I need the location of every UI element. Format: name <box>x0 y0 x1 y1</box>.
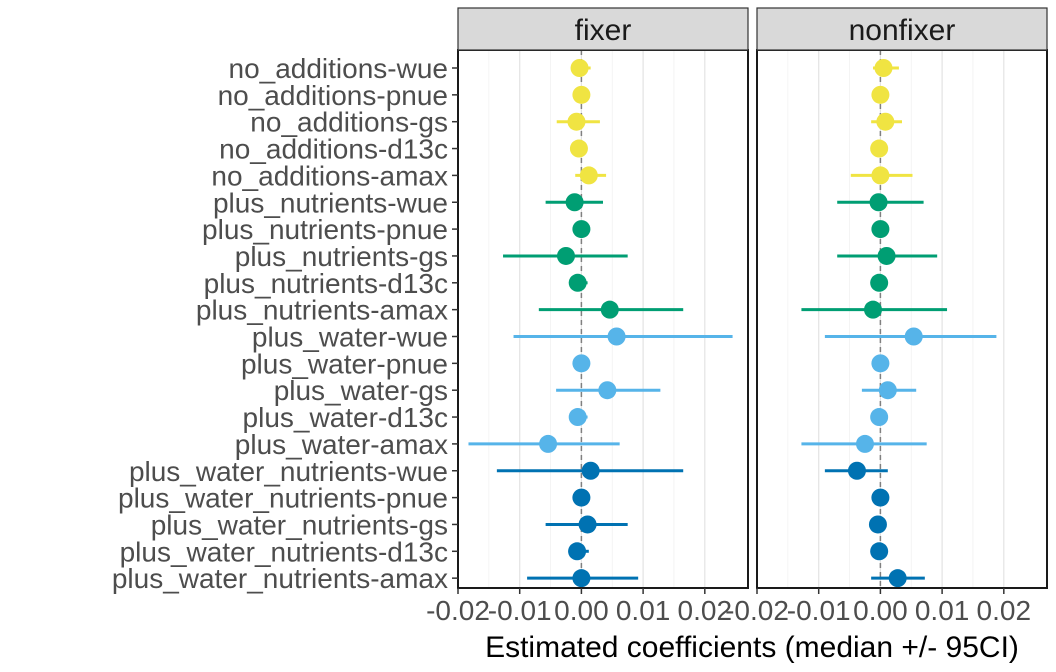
y-category-label: plus_nutrients-amax <box>196 295 448 326</box>
facet-strip-label: nonfixer <box>849 14 956 47</box>
median-point <box>876 112 895 131</box>
y-category-label: plus_water-d13c <box>243 402 448 433</box>
facet-strips: fixer nonfixer <box>457 7 1048 51</box>
y-category-label: plus_water-wue <box>252 322 448 353</box>
median-point <box>870 273 889 292</box>
median-point <box>871 220 890 239</box>
median-point <box>569 139 588 158</box>
median-point <box>864 300 882 319</box>
facet-strip <box>457 7 749 51</box>
median-point <box>871 166 890 185</box>
y-category-label: no_additions-amax <box>211 160 448 191</box>
median-point <box>572 220 591 239</box>
y-category-label: plus_water-amax <box>235 429 448 460</box>
median-point <box>874 59 893 77</box>
median-point <box>607 327 626 346</box>
median-point <box>870 139 889 158</box>
y-axis-labels: no_additions-wueno_additions-pnueno_addi… <box>112 53 458 594</box>
median-point <box>870 542 889 561</box>
y-category-label: no_additions-gs <box>250 107 448 138</box>
median-point <box>572 85 591 104</box>
median-point <box>565 193 584 212</box>
median-point <box>581 461 600 480</box>
median-point <box>869 193 888 212</box>
panel-background <box>757 50 1047 588</box>
x-tick-label: 0.00 <box>853 595 908 626</box>
y-category-label: plus_water-gs <box>274 375 448 406</box>
x-tick-label: 0.02 <box>678 595 733 626</box>
y-category-label: plus_water_nutrients-wue <box>129 456 448 487</box>
median-point <box>568 273 587 292</box>
median-point <box>871 354 890 373</box>
median-point <box>598 381 617 400</box>
y-category-label: plus_nutrients-wue <box>213 187 448 218</box>
median-point <box>877 246 896 265</box>
median-point <box>568 542 587 561</box>
x-axis-ticks: -0.02-0.01 0.00 0.01 0.02-0.02-0.01 0.00 0.01… <box>426 588 1031 626</box>
y-category-label: no_additions-wue <box>229 53 449 84</box>
median-point <box>904 327 923 346</box>
median-point <box>600 300 619 319</box>
median-point <box>579 166 598 185</box>
median-point <box>578 515 597 534</box>
median-point <box>539 434 558 453</box>
x-tick-label: -0.02 <box>725 595 789 626</box>
median-point <box>572 488 591 507</box>
median-point <box>567 112 586 131</box>
median-point <box>888 569 907 588</box>
x-tick-label: -0.01 <box>488 595 552 626</box>
median-point <box>855 434 874 453</box>
median-point <box>878 381 897 400</box>
y-category-label: no_additions-pnue <box>218 80 448 111</box>
y-category-label: plus_water-pnue <box>241 348 448 379</box>
y-category-label: plus_nutrients-d13c <box>204 268 448 299</box>
median-point <box>847 461 866 480</box>
data-marks <box>468 59 997 588</box>
x-tick-label: -0.02 <box>426 595 490 626</box>
y-category-label: no_additions-d13c <box>219 134 448 165</box>
median-point <box>570 59 589 77</box>
y-category-label: plus_water_nutrients-amax <box>112 563 448 594</box>
x-tick-label: 0.00 <box>554 595 609 626</box>
y-category-label: plus_nutrients-pnue <box>202 214 448 245</box>
y-category-label: plus_nutrients-gs <box>235 241 448 272</box>
x-tick-label: 0.01 <box>915 595 970 626</box>
x-tick-label: -0.01 <box>787 595 851 626</box>
y-category-label: plus_water_nutrients-d13c <box>120 536 448 567</box>
median-point <box>870 408 889 427</box>
median-point <box>556 246 575 265</box>
grid-layer <box>458 50 1047 588</box>
facet-strip-label: fixer <box>575 14 632 47</box>
x-tick-label: 0.02 <box>977 595 1032 626</box>
median-point <box>568 408 587 427</box>
median-point <box>572 569 591 588</box>
x-tick-label: 0.01 <box>616 595 671 626</box>
facet-strip <box>756 7 1048 51</box>
median-point <box>572 354 591 373</box>
x-axis-title: Estimated coefficients (median +/- 95CI) <box>485 631 1019 664</box>
median-point <box>871 488 890 507</box>
y-category-label: plus_water_nutrients-gs <box>151 509 448 540</box>
y-category-label: plus_water_nutrients-pnue <box>118 483 448 514</box>
median-point <box>871 85 890 104</box>
panel-background <box>458 50 748 588</box>
median-point <box>868 515 887 534</box>
